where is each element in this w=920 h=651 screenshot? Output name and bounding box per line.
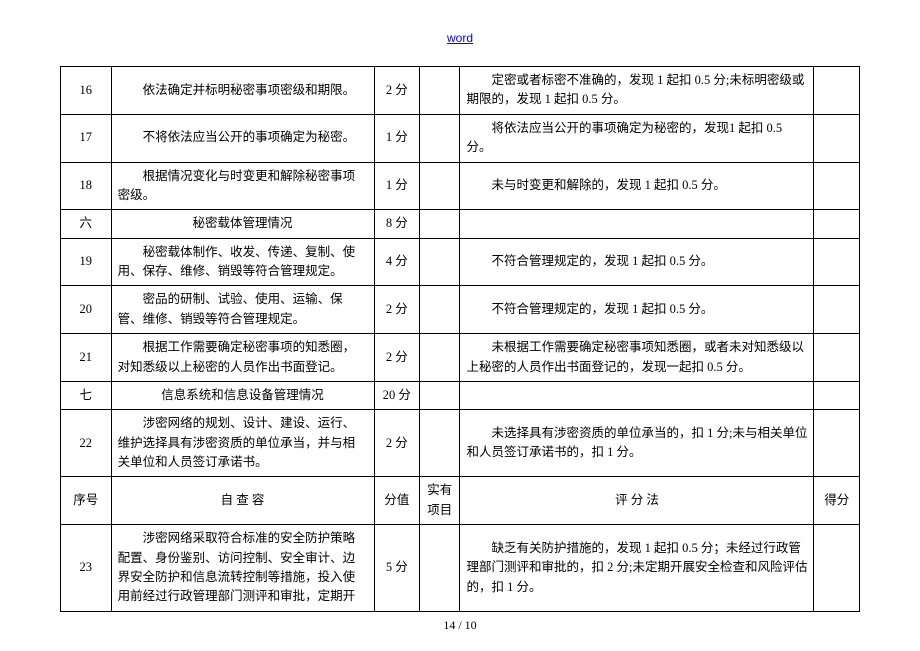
table-row: 23涉密网络采取符合标准的安全防护策略配置、身份鉴别、访问控制、安全审计、边界安… <box>61 525 860 612</box>
cell-col6 <box>814 525 860 612</box>
cell-col6 <box>814 114 860 162</box>
cell-score: 1 分 <box>374 114 420 162</box>
header-item: 自 查 容 <box>111 477 374 525</box>
cell-col4 <box>420 210 460 238</box>
cell-col4 <box>420 381 460 409</box>
cell-col6 <box>814 162 860 210</box>
cell-item: 依法确定并标明秘密事项密级和期限。 <box>111 67 374 115</box>
cell-col4 <box>420 525 460 612</box>
cell-col4 <box>420 238 460 286</box>
assessment-table: 16依法确定并标明秘密事项密级和期限。2 分定密或者标密不准确的，发现 1 起扣… <box>60 66 860 612</box>
cell-col6 <box>814 410 860 477</box>
cell-criteria: 未选择具有涉密资质的单位承当的，扣 1 分;未与相关单位和人员签订承诺书的，扣 … <box>460 410 814 477</box>
table-row: 六秘密载体管理情况8 分 <box>61 210 860 238</box>
cell-criteria <box>460 381 814 409</box>
cell-criteria: 不符合管理规定的，发现 1 起扣 0.5 分。 <box>460 238 814 286</box>
cell-num: 23 <box>61 525 112 612</box>
cell-col6 <box>814 67 860 115</box>
table-row: 17不将依法应当公开的事项确定为秘密。1 分将依法应当公开的事项确定为秘密的，发… <box>61 114 860 162</box>
cell-col6 <box>814 381 860 409</box>
cell-num: 19 <box>61 238 112 286</box>
header-score: 分值 <box>374 477 420 525</box>
cell-num: 17 <box>61 114 112 162</box>
cell-col6 <box>814 334 860 382</box>
cell-item: 涉密网络的规划、设计、建设、运行、维护选择具有涉密资质的单位承当，并与相关单位和… <box>111 410 374 477</box>
cell-col6 <box>814 238 860 286</box>
cell-item: 不将依法应当公开的事项确定为秘密。 <box>111 114 374 162</box>
cell-score: 2 分 <box>374 334 420 382</box>
cell-item: 密品的研制、试验、使用、运输、保管、维修、销毁等符合管理规定。 <box>111 286 374 334</box>
table-row: 19秘密载体制作、收发、传递、复制、使用、保存、维修、销毁等符合管理规定。4 分… <box>61 238 860 286</box>
cell-num: 18 <box>61 162 112 210</box>
cell-col4 <box>420 334 460 382</box>
table-row: 序号自 查 容分值实有项目评 分 法得分 <box>61 477 860 525</box>
header-criteria: 评 分 法 <box>460 477 814 525</box>
cell-num: 六 <box>61 210 112 238</box>
table-row: 22涉密网络的规划、设计、建设、运行、维护选择具有涉密资质的单位承当，并与相关单… <box>61 410 860 477</box>
table-row: 20密品的研制、试验、使用、运输、保管、维修、销毁等符合管理规定。2 分不符合管… <box>61 286 860 334</box>
cell-col6 <box>814 286 860 334</box>
table-row: 21根据工作需要确定秘密事项的知悉圈，对知悉级以上秘密的人员作出书面登记。2 分… <box>61 334 860 382</box>
header-col6: 得分 <box>814 477 860 525</box>
cell-criteria: 未根据工作需要确定秘密事项知悉圈，或者未对知悉级以上秘密的人员作出书面登记的，发… <box>460 334 814 382</box>
cell-score: 4 分 <box>374 238 420 286</box>
cell-item: 涉密网络采取符合标准的安全防护策略配置、身份鉴别、访问控制、安全审计、边界安全防… <box>111 525 374 612</box>
cell-col4 <box>420 114 460 162</box>
cell-score: 1 分 <box>374 162 420 210</box>
header-num: 序号 <box>61 477 112 525</box>
cell-item: 秘密载体制作、收发、传递、复制、使用、保存、维修、销毁等符合管理规定。 <box>111 238 374 286</box>
cell-score: 20 分 <box>374 381 420 409</box>
cell-score: 2 分 <box>374 67 420 115</box>
cell-col4 <box>420 286 460 334</box>
page-header: word <box>60 30 860 46</box>
cell-num: 20 <box>61 286 112 334</box>
cell-score: 5 分 <box>374 525 420 612</box>
cell-criteria: 缺乏有关防护措施的，发现 1 起扣 0.5 分；未经过行政管理部门测评和审批的，… <box>460 525 814 612</box>
cell-col4 <box>420 410 460 477</box>
cell-item: 信息系统和信息设备管理情况 <box>111 381 374 409</box>
cell-num: 16 <box>61 67 112 115</box>
cell-score: 2 分 <box>374 410 420 477</box>
cell-num: 21 <box>61 334 112 382</box>
table-row: 16依法确定并标明秘密事项密级和期限。2 分定密或者标密不准确的，发现 1 起扣… <box>61 67 860 115</box>
table-row: 18根据情况变化与时变更和解除秘密事项密级。1 分未与时变更和解除的，发现 1 … <box>61 162 860 210</box>
cell-criteria: 将依法应当公开的事项确定为秘密的，发现1 起扣 0.5 分。 <box>460 114 814 162</box>
cell-score: 2 分 <box>374 286 420 334</box>
cell-item: 根据情况变化与时变更和解除秘密事项密级。 <box>111 162 374 210</box>
cell-criteria <box>460 210 814 238</box>
cell-num: 七 <box>61 381 112 409</box>
cell-col6 <box>814 210 860 238</box>
cell-criteria: 未与时变更和解除的，发现 1 起扣 0.5 分。 <box>460 162 814 210</box>
cell-criteria: 不符合管理规定的，发现 1 起扣 0.5 分。 <box>460 286 814 334</box>
cell-score: 8 分 <box>374 210 420 238</box>
header-link[interactable]: word <box>447 31 473 45</box>
table-row: 七信息系统和信息设备管理情况20 分 <box>61 381 860 409</box>
header-col4: 实有项目 <box>420 477 460 525</box>
cell-item: 秘密载体管理情况 <box>111 210 374 238</box>
page-footer: 14 / 10 <box>60 618 860 633</box>
cell-num: 22 <box>61 410 112 477</box>
cell-col4 <box>420 67 460 115</box>
cell-criteria: 定密或者标密不准确的，发现 1 起扣 0.5 分;未标明密级或期限的，发现 1 … <box>460 67 814 115</box>
cell-item: 根据工作需要确定秘密事项的知悉圈，对知悉级以上秘密的人员作出书面登记。 <box>111 334 374 382</box>
cell-col4 <box>420 162 460 210</box>
